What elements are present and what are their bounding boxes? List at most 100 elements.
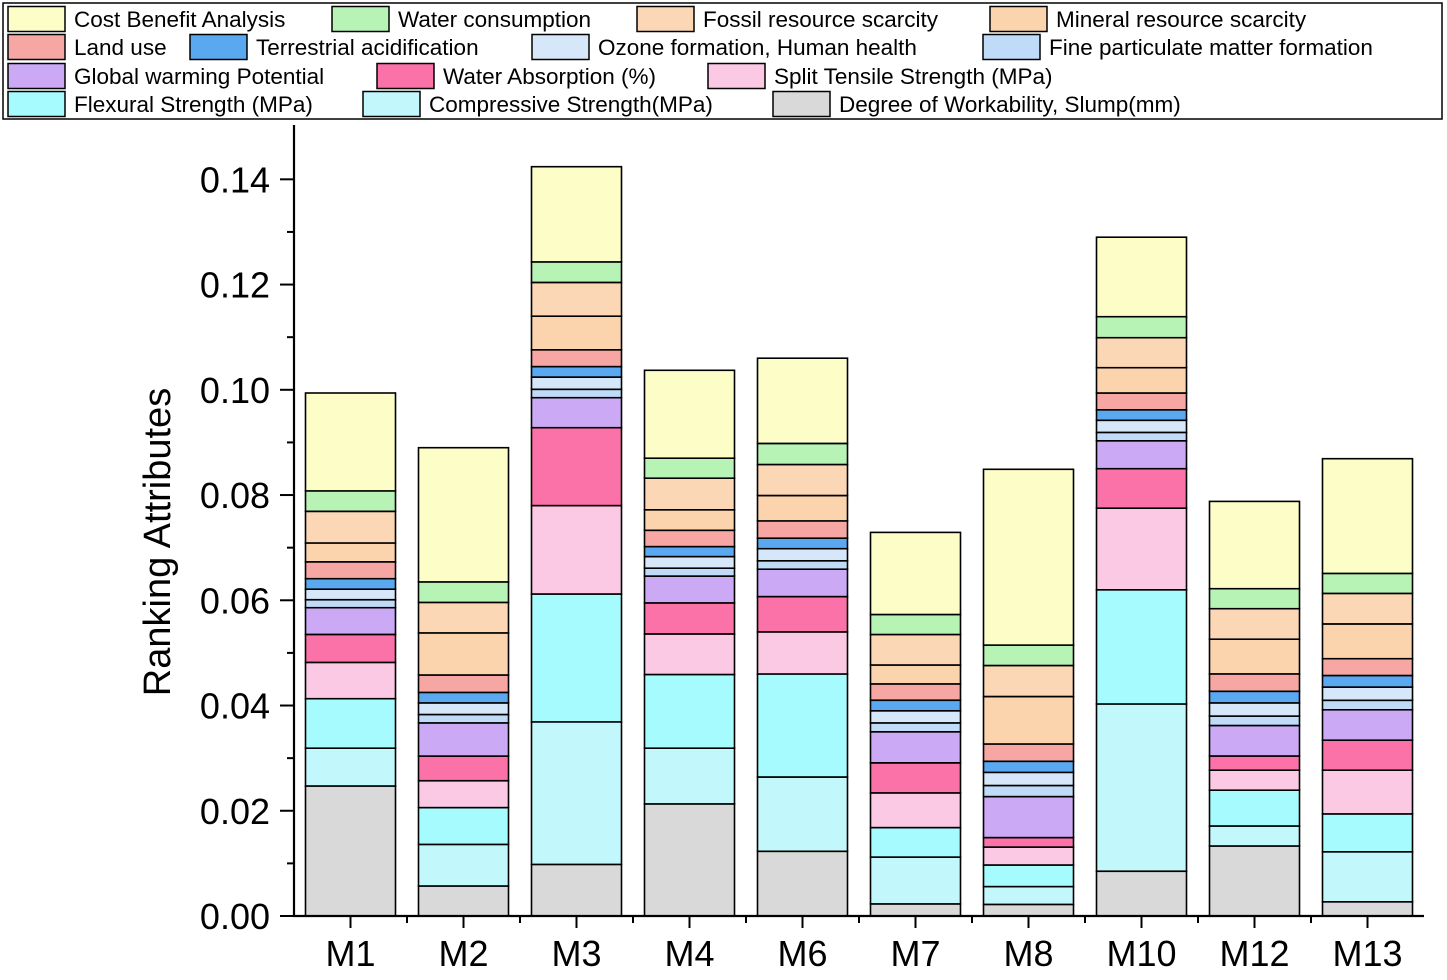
bar-segment-m10-land-use <box>1095 392 1188 411</box>
bar-segment-m3-terrestrial-acidification <box>530 365 623 378</box>
bar-segment-m1-ozone-formation-human-health <box>304 588 397 601</box>
bar-segment-m12-water-absorption <box>1208 755 1301 771</box>
bar-segment-m7-fossil-resource-scarcity <box>869 633 962 666</box>
bar-segment-m7-split-tensile-strength-mpa <box>869 792 962 829</box>
legend-swatch <box>772 90 831 118</box>
legend-item-fossil-resource-scarcity: Fossil resource scarcity <box>636 5 939 33</box>
bar-segment-m1-water-absorption <box>304 633 397 664</box>
bar-segment-m3-degree-of-workability-slump-mm <box>530 863 623 917</box>
bar-segment-m7-mineral-resource-scarcity <box>869 664 962 685</box>
x-tick-label-m1: M1 <box>325 933 375 974</box>
x-tick-label-m10: M10 <box>1106 933 1176 974</box>
bar-segment-m3-split-tensile-strength-mpa <box>530 504 623 595</box>
legend-item-cost-benefit-analysis: Cost Benefit Analysis <box>7 5 285 33</box>
bar-segment-m6-compressive-strength-mpa <box>756 776 849 853</box>
bar-segment-m10-fossil-resource-scarcity <box>1095 336 1188 369</box>
bar-segment-m12-flexural-strength-mpa <box>1208 789 1301 827</box>
legend-label: Terrestrial acidification <box>256 35 479 60</box>
y-tick-label: 0.12 <box>200 265 270 306</box>
legend-item-split-tensile-strength-mpa: Split Tensile Strength (MPa) <box>707 62 1052 90</box>
bar-segment-m8-cost-benefit-analysis <box>982 468 1075 646</box>
legend-item-global-warming-potential: Global warming Potential <box>7 62 324 90</box>
y-tick-label: 0.14 <box>200 159 270 200</box>
bar-segment-m7-compressive-strength-mpa <box>869 856 962 905</box>
bar-segment-m8-flexural-strength-mpa <box>982 864 1075 888</box>
legend-label: Split Tensile Strength (MPa) <box>774 64 1052 89</box>
bar-segment-m3-ozone-formation-human-health <box>530 376 623 391</box>
bar-segment-m10-degree-of-workability-slump-mm <box>1095 870 1188 917</box>
bar-segment-m4-compressive-strength-mpa <box>643 747 736 805</box>
y-tick-label: 0.00 <box>200 896 270 937</box>
bar-segment-m13-land-use <box>1321 657 1414 677</box>
bar-segment-m2-global-warming-potential <box>417 722 510 757</box>
bar-segment-m4-land-use <box>643 529 736 548</box>
y-tick-label: 0.04 <box>200 686 270 727</box>
bar-segment-m13-cost-benefit-analysis <box>1321 457 1414 575</box>
bar-segment-m7-ozone-formation-human-health <box>869 709 962 724</box>
bar-segment-m1-mineral-resource-scarcity <box>304 542 397 563</box>
legend-swatch <box>636 5 695 33</box>
bar-segment-m6-flexural-strength-mpa <box>756 673 849 778</box>
bar-group-m10 <box>1095 236 1188 917</box>
legend-swatch <box>7 5 66 33</box>
legend-box <box>2 2 1443 120</box>
x-tick-label-m12: M12 <box>1219 933 1289 974</box>
bar-segment-m13-split-tensile-strength-mpa <box>1321 769 1414 815</box>
y-tick-label: 0.10 <box>200 370 270 411</box>
bar-segment-m2-degree-of-workability-slump-mm <box>417 885 510 917</box>
bar-segment-m3-water-absorption <box>530 426 623 507</box>
y-axis: 0.00 0.02 0.04 0.06 0.08 0.10 0.12 0.14 <box>200 125 296 937</box>
bar-segment-m7-fine-particulate-matter-formation <box>869 722 962 733</box>
y-tick-label: 0.06 <box>200 580 270 621</box>
legend-item-ozone-formation-human-health: Ozone formation, Human health <box>531 33 917 61</box>
bar-segment-m2-water-absorption <box>417 755 510 782</box>
legend-swatch <box>7 33 66 61</box>
bar-segment-m8-mineral-resource-scarcity <box>982 695 1075 745</box>
bar-segment-m7-flexural-strength-mpa <box>869 826 962 858</box>
legend-swatch <box>989 5 1048 33</box>
bar-segment-m1-fine-particulate-matter-formation <box>304 598 397 609</box>
bar-segment-m2-fossil-resource-scarcity <box>417 601 510 634</box>
legend-label: Mineral resource scarcity <box>1056 7 1307 32</box>
bar-segment-m6-land-use <box>756 519 849 539</box>
bar-segment-m1-water-consumption <box>304 489 397 513</box>
legend-swatch <box>331 5 390 33</box>
bar-segment-m6-degree-of-workability-slump-mm <box>756 850 849 917</box>
bar-segment-m4-cost-benefit-analysis <box>643 369 736 459</box>
bar-segment-m8-degree-of-workability-slump-mm <box>982 903 1075 917</box>
bar-segment-m4-fossil-resource-scarcity <box>643 477 736 511</box>
bar-segment-m1-land-use <box>304 561 397 580</box>
bar-segment-m10-water-absorption <box>1095 467 1188 510</box>
bar-segment-m8-global-warming-potential <box>982 795 1075 839</box>
x-tick-label-m13: M13 <box>1332 933 1402 974</box>
y-axis-label: Ranking Attributes <box>137 388 179 696</box>
bar-segment-m4-mineral-resource-scarcity <box>643 508 736 532</box>
legend: Cost Benefit Analysis Water consumption Fo… <box>2 2 1443 120</box>
bar-segment-m3-global-warming-potential <box>530 396 623 429</box>
legend-swatch <box>376 62 435 90</box>
bar-segment-m8-water-absorption <box>982 836 1075 848</box>
bar-segment-m6-fine-particulate-matter-formation <box>756 559 849 570</box>
bar-segment-m3-compressive-strength-mpa <box>530 720 623 866</box>
bar-segment-m12-fine-particulate-matter-formation <box>1208 715 1301 727</box>
bar-segment-m6-global-warming-potential <box>756 568 849 598</box>
bar-segment-m13-degree-of-workability-slump-mm <box>1321 900 1414 917</box>
bar-segment-m6-cost-benefit-analysis <box>756 357 849 445</box>
bar-segment-m2-flexural-strength-mpa <box>417 806 510 846</box>
legend-item-mineral-resource-scarcity: Mineral resource scarcity <box>989 5 1307 33</box>
bar-segment-m3-cost-benefit-analysis <box>530 165 623 263</box>
legend-label: Fossil resource scarcity <box>703 7 939 32</box>
bar-segment-m2-land-use <box>417 674 510 694</box>
bar-segment-m7-land-use <box>869 683 962 702</box>
bar-group-m2 <box>417 446 510 917</box>
bar-segment-m8-fine-particulate-matter-formation <box>982 784 1075 798</box>
bar-segment-m13-water-consumption <box>1321 572 1414 595</box>
bar-segment-m6-ozone-formation-human-health <box>756 547 849 562</box>
bar-segment-m10-compressive-strength-mpa <box>1095 703 1188 873</box>
bar-segment-m3-water-consumption <box>530 261 623 284</box>
legend-item-water-consumption: Water consumption <box>331 5 591 33</box>
legend-label: Land use <box>74 35 167 60</box>
bar-segment-m4-ozone-formation-human-health <box>643 555 736 569</box>
legend-item-terrestrial-acidification: Terrestrial acidification <box>189 33 479 61</box>
